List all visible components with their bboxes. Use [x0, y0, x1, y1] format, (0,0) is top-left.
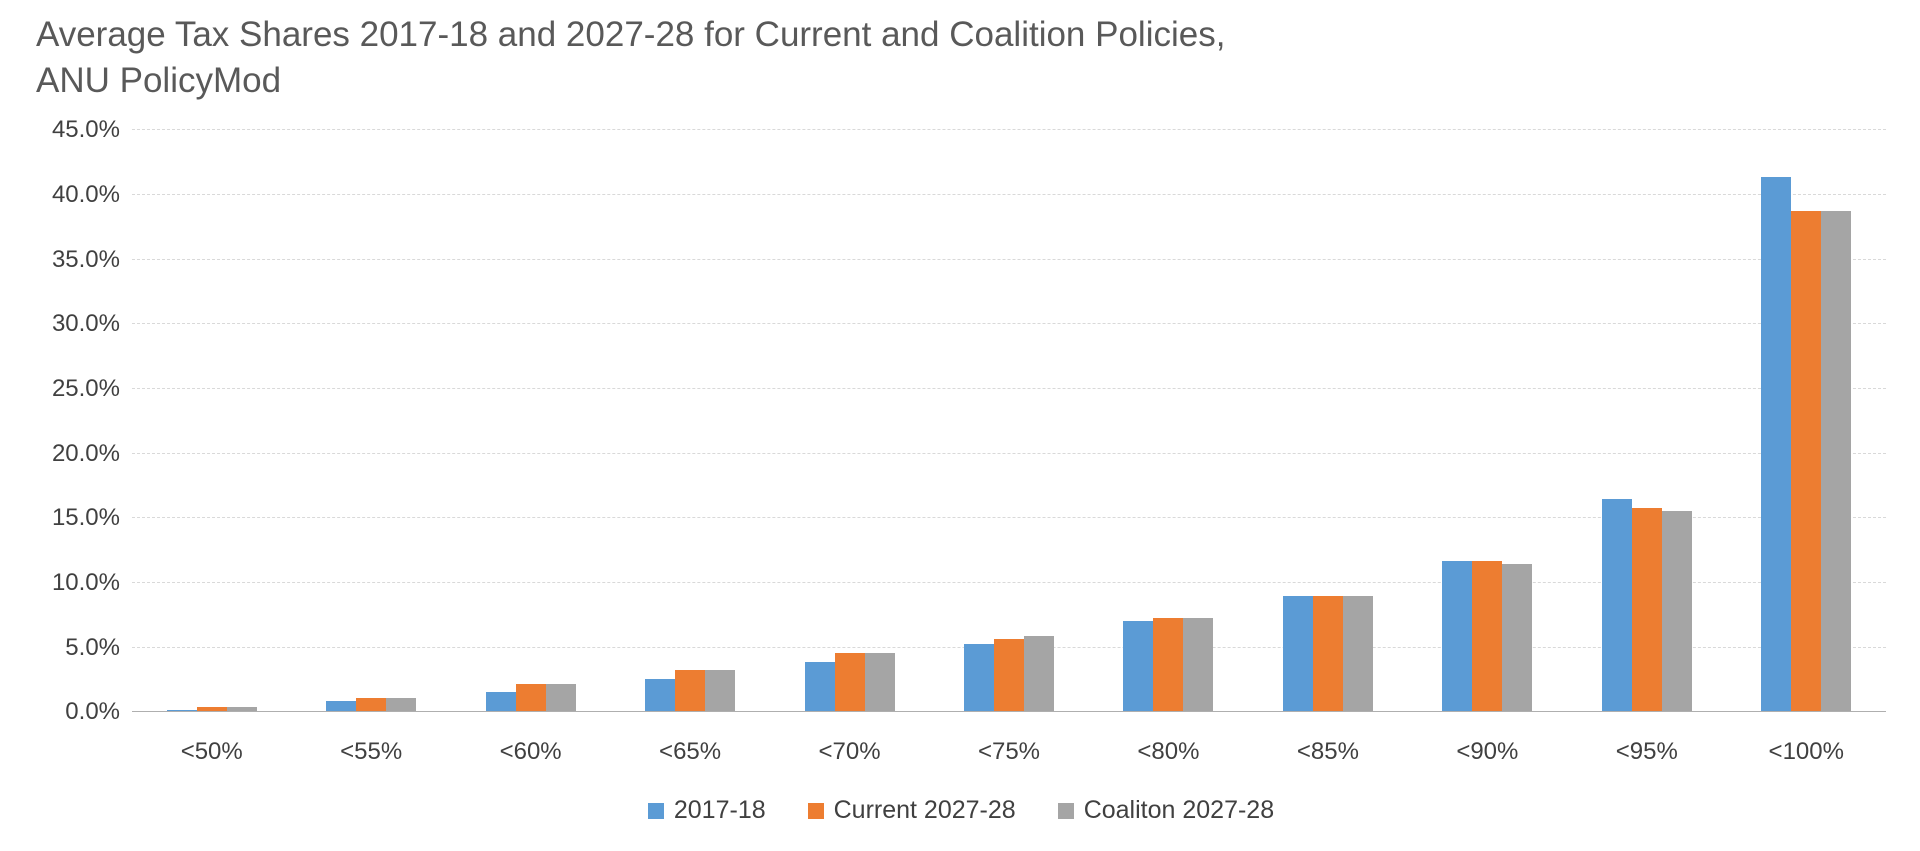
- bar: [864, 652, 895, 713]
- y-tick-label: 15.0%: [51, 504, 120, 532]
- bar-group: [1727, 130, 1886, 713]
- bar: [804, 661, 835, 713]
- legend-item: Coaliton 2027-28: [1057, 796, 1275, 825]
- bar: [1023, 636, 1054, 713]
- x-tick-label: <95%: [1615, 738, 1678, 766]
- y-tick-label: 35.0%: [51, 245, 120, 273]
- legend-label: Coaliton 2027-28: [1083, 796, 1275, 825]
- x-tick-label: <90%: [1456, 738, 1519, 766]
- bar-group: [1567, 130, 1726, 713]
- gridline: [132, 194, 1886, 196]
- x-tick-label: <100%: [1768, 738, 1844, 766]
- bar-group: [929, 130, 1088, 713]
- bar: [675, 669, 706, 713]
- legend-item: 2017-18: [647, 796, 766, 825]
- bar: [1153, 617, 1184, 713]
- x-axis-line: [132, 711, 1886, 713]
- x-axis: <50% <55% <60% <65% <70% <75% <80% <85% <90% <95%…: [132, 712, 1886, 766]
- bar: [1791, 210, 1822, 713]
- legend-label: 2017-18: [673, 796, 766, 825]
- chart-title-line-2: ANU PolicyMod: [36, 61, 282, 101]
- gridline: [132, 452, 1886, 454]
- y-tick-label: 40.0%: [51, 181, 120, 209]
- bar: [545, 683, 576, 713]
- y-tick-label: 20.0%: [51, 439, 120, 467]
- bar-group: [132, 130, 291, 713]
- bar: [1123, 620, 1154, 713]
- bar: [993, 638, 1024, 713]
- bar-group: [451, 130, 610, 713]
- bar: [326, 700, 357, 713]
- bar-group: [770, 130, 929, 713]
- legend-swatch-icon: [647, 802, 664, 819]
- bar: [1183, 617, 1214, 713]
- bar: [1282, 595, 1313, 713]
- bar: [485, 691, 516, 713]
- y-tick-label: 5.0%: [65, 633, 120, 661]
- bar-group: [1408, 130, 1567, 713]
- legend: 2017-18 Current 2027-28 Coaliton 2027-28: [36, 796, 1886, 825]
- x-tick-label: <70%: [818, 738, 881, 766]
- bar: [1502, 563, 1533, 713]
- legend-item: Current 2027-28: [807, 796, 1016, 825]
- y-tick-label: 0.0%: [65, 698, 120, 726]
- bar: [166, 709, 197, 713]
- y-tick-label: 10.0%: [51, 569, 120, 597]
- chart-title-line-1: Average Tax Shares 2017-18 and 2027-28 f…: [36, 15, 1226, 54]
- bar: [705, 669, 736, 713]
- bar: [1761, 176, 1792, 713]
- gridline: [132, 517, 1886, 519]
- bar-groups: [132, 130, 1886, 713]
- legend-swatch-icon: [807, 802, 824, 819]
- bar: [1312, 595, 1343, 713]
- x-tick-label: <60%: [499, 738, 562, 766]
- bar: [1472, 561, 1503, 713]
- gridline: [132, 258, 1886, 260]
- gridline: [132, 582, 1886, 584]
- y-tick-label: 25.0%: [51, 375, 120, 403]
- x-tick-label: <55%: [340, 738, 403, 766]
- bar: [1661, 510, 1692, 713]
- plot-area: [132, 129, 1886, 713]
- bar: [356, 698, 387, 713]
- bar: [1442, 561, 1473, 713]
- bar: [1821, 210, 1852, 713]
- x-tick-label: <75%: [977, 738, 1041, 766]
- bar: [1631, 508, 1662, 713]
- bar: [1342, 595, 1373, 713]
- chart-title: Average Tax Shares 2017-18 and 2027-28 f…: [36, 12, 1886, 104]
- legend-swatch-icon: [1057, 802, 1074, 819]
- bar: [196, 707, 227, 713]
- plot-row: 0.0% 5.0% 10.0% 15.0% 20.0% 25.0% 30.0% 35.0% 40…: [36, 116, 1886, 725]
- bar-group: [1248, 130, 1407, 713]
- y-axis: 0.0% 5.0% 10.0% 15.0% 20.0% 25.0% 30.0% 35.0% 40…: [36, 116, 132, 725]
- bar-group: [1089, 130, 1248, 713]
- bar: [386, 698, 417, 713]
- y-tick-label: 45.0%: [51, 116, 120, 144]
- y-tick-label: 30.0%: [51, 310, 120, 338]
- x-tick-label: <80%: [1137, 738, 1200, 766]
- bar: [645, 678, 676, 713]
- x-tick-label: <85%: [1296, 738, 1359, 766]
- bar: [1601, 498, 1632, 713]
- gridline: [132, 388, 1886, 390]
- bar: [963, 643, 994, 713]
- bar: [226, 707, 257, 713]
- bar: [834, 652, 865, 713]
- bar-group: [610, 130, 769, 713]
- gridline: [132, 129, 1886, 131]
- gridline: [132, 323, 1886, 325]
- bar-group: [291, 130, 450, 713]
- x-tick-label: <50%: [180, 738, 243, 766]
- x-tick-label: <65%: [659, 738, 722, 766]
- legend-label: Current 2027-28: [833, 796, 1016, 825]
- bar: [515, 683, 546, 713]
